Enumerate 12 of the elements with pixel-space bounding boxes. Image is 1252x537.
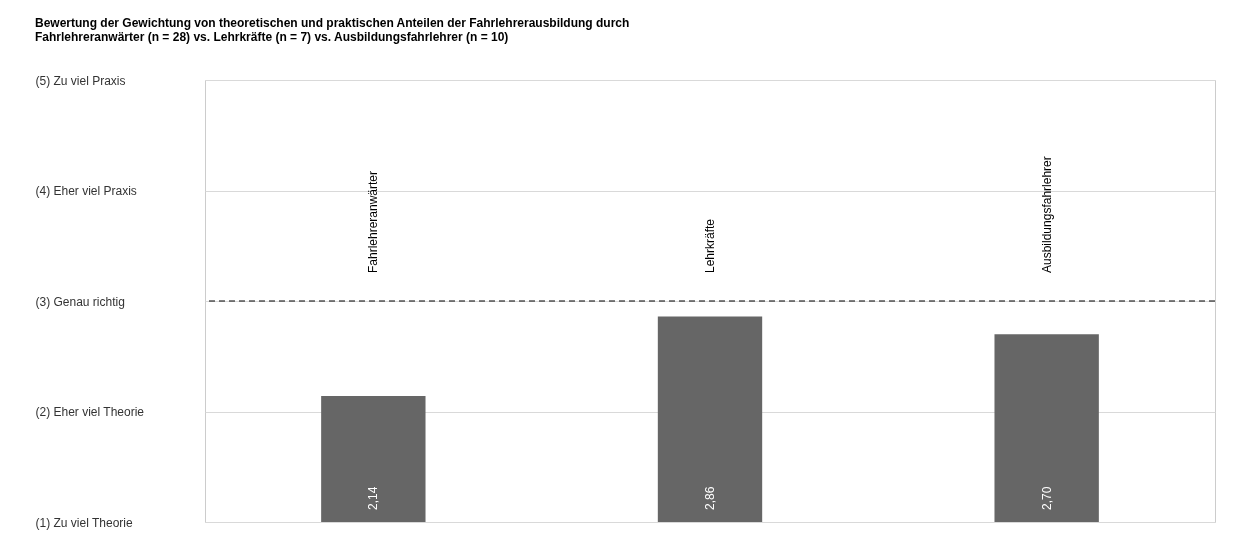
- data-label: 2,70: [1039, 486, 1054, 510]
- y-tick-label: (2) Eher viel Theorie: [35, 405, 145, 419]
- y-tick-label: (4) Eher viel Praxis: [35, 184, 137, 198]
- y-tick-label: (5) Zu viel Praxis: [35, 73, 126, 88]
- x-tick-label: Ausbildungsfahrlehrer: [1039, 156, 1054, 273]
- chart-title: Bewertung der Gewichtung von theoretischen und praktischen Anteilen der Fahrlehrerausbildung durch Fahrlehreranwärter (n = 28) vs. Lehrkräfte (n = 7) vs. Ausbildungsfahrlehrer (n = 10): [35, 16, 630, 44]
- x-tick-label: Fahrlehreranwärter: [366, 170, 381, 273]
- x-tick-label: Lehrkräfte: [703, 218, 717, 273]
- data-label: 2,86: [703, 486, 717, 510]
- y-tick-label: (3) Genau richtig: [35, 294, 125, 309]
- y-tick-label: (1) Zu viel Theorie: [35, 515, 133, 530]
- data-label: 2,14: [366, 486, 381, 510]
